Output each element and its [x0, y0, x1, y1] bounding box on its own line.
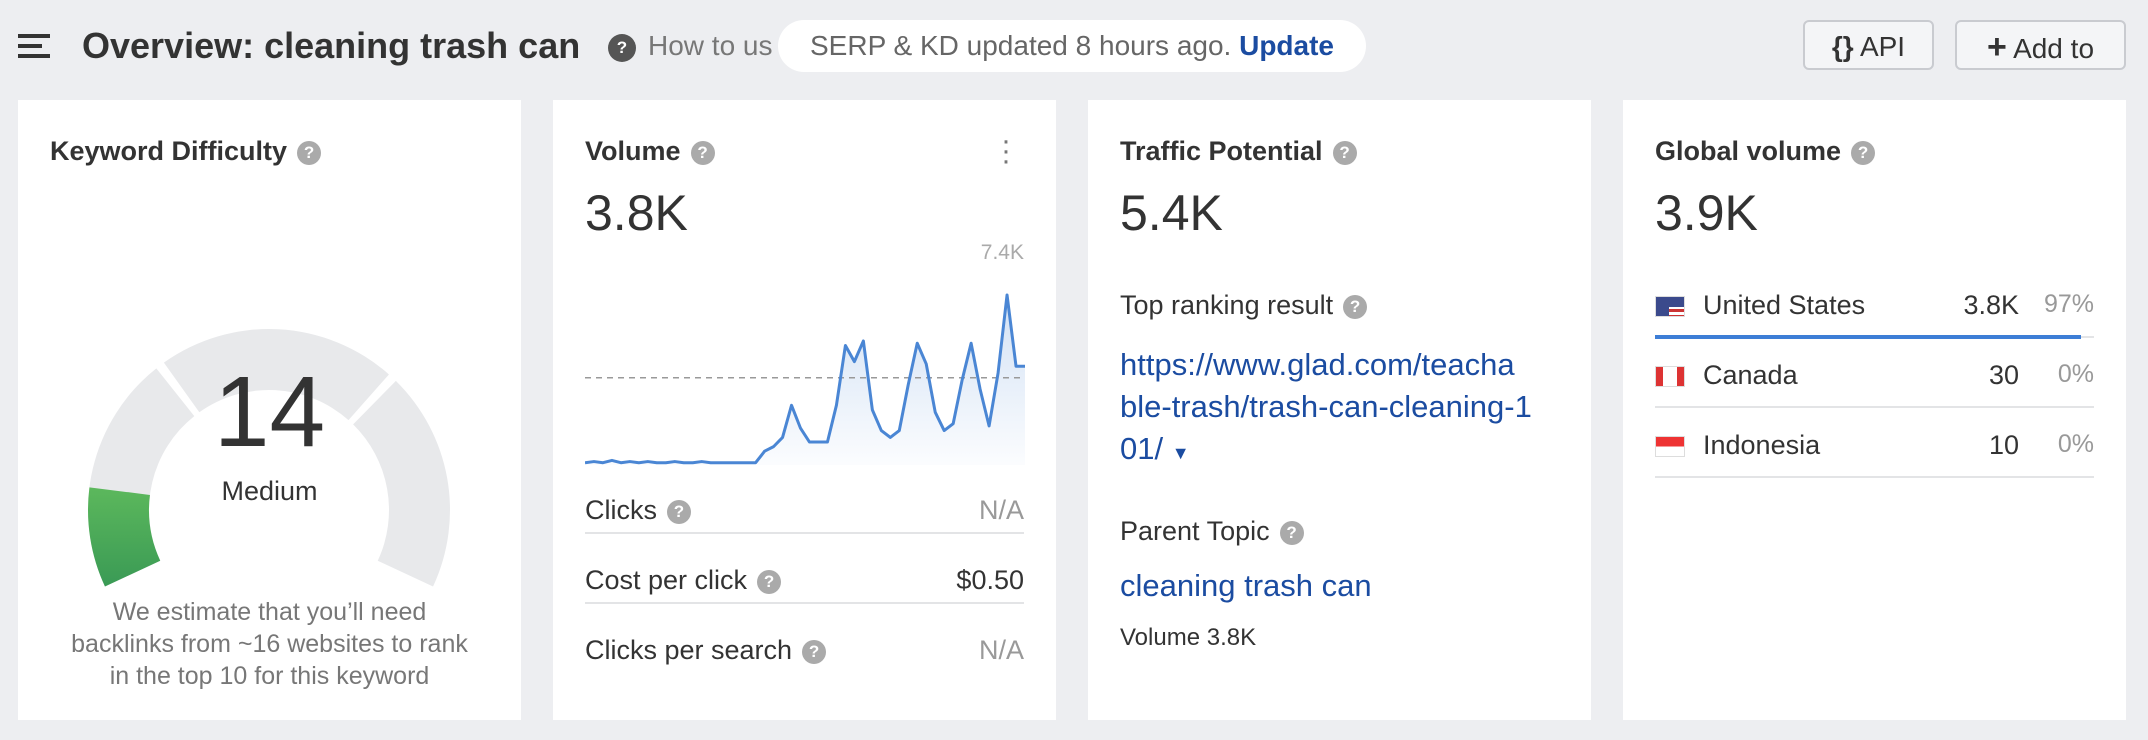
kd-note: We estimate that you’ll need backlinks f… — [18, 596, 521, 692]
country-volume: 10 — [1988, 430, 2019, 460]
card-title: Traffic Potential — [1120, 136, 1323, 166]
traffic-value: 5.4K — [1120, 185, 1223, 241]
gauge-fill — [88, 487, 161, 587]
update-link[interactable]: Update — [1239, 30, 1334, 61]
url-line[interactable]: ble-trash/trash-can-cleaning-1 — [1120, 389, 1532, 424]
add-label[interactable]: Add to — [2013, 33, 2095, 64]
url-line[interactable]: 01/ — [1120, 431, 1164, 466]
kd-value: 14 — [213, 356, 326, 468]
card-title: Volume — [585, 136, 681, 166]
page-title: Overview: cleaning trash can — [82, 25, 581, 66]
card-title: Global volume — [1655, 136, 1842, 166]
country-share: 0% — [2057, 430, 2094, 458]
traffic-card: Traffic Potential? 5.4K Top ranking resu… — [1088, 100, 1591, 720]
global-value: 3.9K — [1655, 185, 1758, 241]
menu-icon[interactable] — [18, 34, 50, 58]
row-label: Clicks per search? — [585, 637, 827, 664]
card-title: Keyword Difficulty — [50, 136, 288, 166]
kd-label: Medium — [221, 476, 318, 506]
note-line: in the top 10 for this keyword — [109, 662, 430, 690]
help[interactable]: ? How to us — [608, 32, 773, 62]
gauge — [88, 329, 450, 587]
divider — [1655, 476, 2094, 478]
divider — [1655, 406, 2094, 408]
country-share: 97% — [2043, 290, 2094, 318]
label: Parent Topic — [1120, 516, 1270, 546]
add-button[interactable]: + Add to — [1955, 20, 2126, 70]
api-button[interactable]: {} API — [1803, 20, 1934, 70]
flag — [1655, 296, 1685, 317]
country-name: Canada — [1703, 360, 1798, 390]
help-icon[interactable]: ? — [757, 569, 782, 594]
share-bar — [1655, 335, 2081, 339]
country-name: United States — [1703, 290, 1866, 320]
trend-line — [585, 293, 1025, 465]
help-text[interactable]: How to us — [648, 30, 773, 61]
trend-area — [585, 295, 1025, 465]
country-name: Indonesia — [1703, 430, 1821, 460]
note-line: backlinks from ~16 websites to rank — [71, 630, 468, 658]
help-icon[interactable]: ? — [667, 499, 691, 524]
chart-max-label: 7.4K — [980, 241, 1024, 264]
parent-volume: Volume 3.8K — [1120, 624, 1257, 651]
row-value: $0.50 — [956, 565, 1024, 595]
volume-value: 3.8K — [585, 185, 688, 241]
note-line: We estimate that you’ll need — [112, 598, 427, 626]
kebab[interactable]: · · · — [1001, 124, 1011, 177]
status-pill: SERP & KD updated 8 hours ago. Update — [778, 20, 1366, 72]
help-icon[interactable]: ? — [802, 639, 827, 664]
divider — [585, 602, 1024, 604]
country-volume: 3.8K — [1963, 290, 2019, 320]
country-volume: 30 — [1988, 360, 2019, 390]
trend-chart — [585, 293, 1025, 465]
status-text: SERP & KD updated 8 hours ago. — [810, 30, 1232, 61]
parent-link[interactable]: cleaning trash can — [1120, 568, 1372, 603]
flag — [1655, 366, 1685, 387]
volume-card: Volume? · · · 3.8K 7.4K Clicks? N/A Cost per… — [553, 100, 1056, 720]
gauge-segment — [353, 380, 450, 587]
gauge-segment — [163, 329, 389, 421]
row-label: Cost per click? — [585, 567, 782, 594]
row-value: N/A — [978, 495, 1024, 525]
api-label[interactable]: API — [1859, 31, 1906, 62]
divider — [585, 532, 1024, 534]
global-card: Global volume? 3.9K United States 3.8K 97%… — [1623, 100, 2126, 720]
row-value: N/A — [978, 635, 1024, 665]
label: Top ranking result — [1120, 290, 1334, 320]
country-share: 0% — [2057, 360, 2094, 388]
top-url[interactable]: https://www.glad.com/teacha ble-trash/tr… — [1120, 344, 1532, 474]
row-label: Clicks? — [585, 497, 691, 524]
flag — [1655, 436, 1685, 457]
url-line[interactable]: https://www.glad.com/teacha — [1120, 347, 1515, 382]
kd-card: Keyword Difficulty? 14 Medium We estimat… — [18, 100, 521, 720]
